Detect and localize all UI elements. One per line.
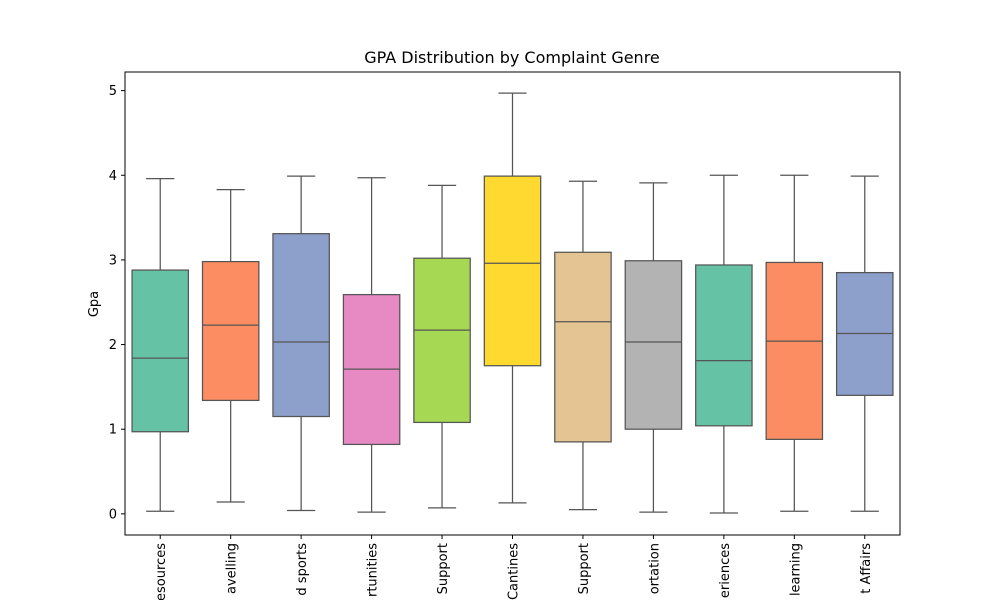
x-tick-label: Support (577, 543, 592, 594)
x-tick-label: rtunities (366, 543, 381, 597)
x-tick-label: esources (154, 543, 169, 600)
x-tick-label: learning (788, 543, 803, 596)
plot-frame (124, 71, 901, 536)
x-tick-label: eriences (718, 543, 733, 598)
x-tick-label: Cantines (507, 543, 522, 600)
iqr-box (272, 233, 330, 418)
x-tick-label: avelling (225, 543, 240, 594)
y-tick-label: 1 (109, 423, 117, 438)
chart-title: GPA Distribution by Complaint Genre (364, 48, 660, 67)
x-tick-label: d sports (295, 543, 310, 596)
y-tick-label: 0 (109, 507, 117, 522)
iqr-box (624, 260, 683, 430)
y-tick-label: 4 (109, 169, 117, 184)
x-tick-label: Support (436, 543, 451, 594)
plot-area: 0 1 2 3 4 5 esources avelling d sports rtunities S… (109, 84, 894, 600)
y-tick-label: 3 (109, 253, 117, 268)
y-axis-label: Gpa (87, 291, 102, 317)
x-tick-label: t Affairs (859, 543, 874, 594)
x-tick-label: ortation (647, 543, 662, 594)
iqr-box (695, 264, 753, 427)
y-tick-label: 2 (109, 338, 117, 353)
iqr-box (554, 251, 612, 443)
y-tick-label: 5 (109, 84, 117, 99)
iqr-box (131, 269, 190, 433)
iqr-box (765, 261, 824, 440)
iqr-box (483, 175, 542, 367)
iqr-box (413, 257, 471, 424)
iqr-box (201, 260, 260, 402)
